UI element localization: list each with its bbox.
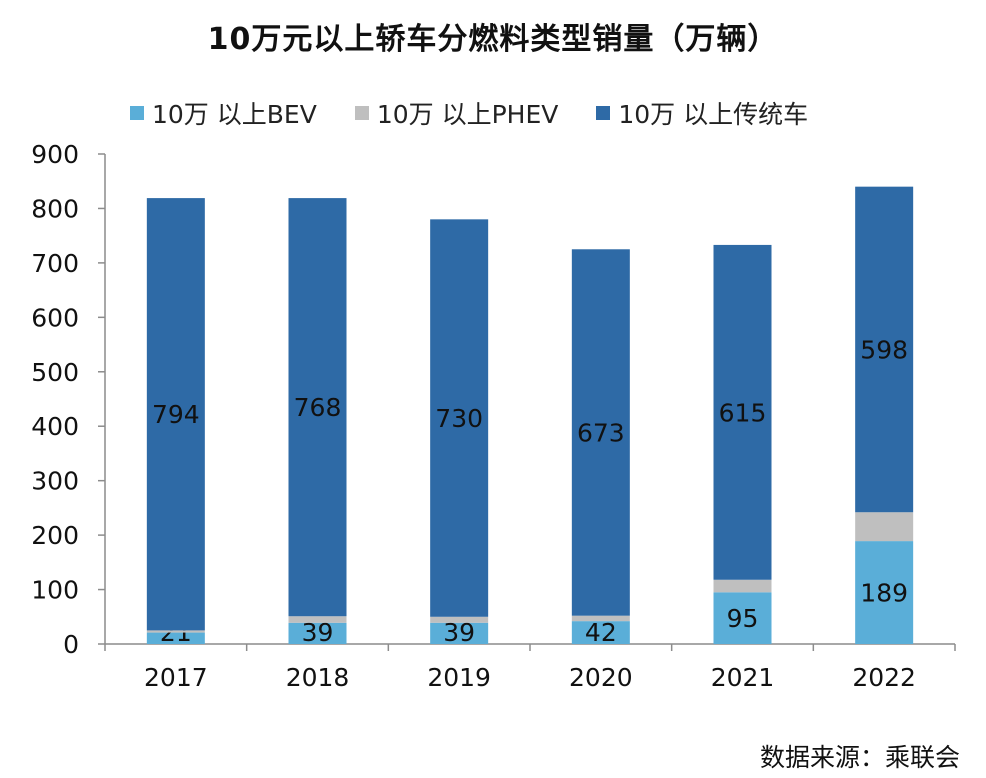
y-tick-label: 800 xyxy=(31,194,79,223)
bar-segment xyxy=(288,616,347,623)
data-label: 598 xyxy=(860,335,908,364)
data-label: 95 xyxy=(727,604,759,633)
x-tick-label: 2018 xyxy=(286,663,350,692)
legend: 10万 以上BEV 10万 以上PHEV 10万 以上传统车 xyxy=(130,95,808,131)
y-tick-label: 100 xyxy=(31,576,79,605)
legend-item-ice: 10万 以上传统车 xyxy=(596,95,808,131)
bar-segment xyxy=(430,622,489,644)
x-tick-label: 2019 xyxy=(427,663,491,692)
y-tick-label: 300 xyxy=(31,467,79,496)
data-label: 768 xyxy=(294,393,342,422)
data-label: 730 xyxy=(435,404,483,433)
bar-segment xyxy=(855,541,914,644)
x-tick-label: 2022 xyxy=(852,663,916,692)
source-note: 数据来源：乘联会 xyxy=(759,743,960,772)
legend-swatch-bev xyxy=(130,106,144,120)
bar-segment xyxy=(571,621,630,644)
bar-segment xyxy=(713,592,772,644)
y-tick-label: 200 xyxy=(31,521,79,550)
legend-swatch-ice xyxy=(596,106,611,120)
legend-swatch-phev xyxy=(354,106,369,120)
y-tick-label: 700 xyxy=(31,249,79,278)
data-label: 39 xyxy=(302,618,334,647)
bar-segment xyxy=(430,219,489,617)
x-tick-label: 2020 xyxy=(569,663,633,692)
data-label: 42 xyxy=(585,618,617,647)
y-tick-label: 400 xyxy=(31,412,79,441)
bar-segment xyxy=(288,198,347,617)
data-label: 189 xyxy=(860,579,908,608)
y-tick-label: 600 xyxy=(31,303,79,332)
bar-segment xyxy=(713,579,772,593)
bar-segment xyxy=(146,630,205,633)
legend-label-ice: 10万 以上传统车 xyxy=(618,100,809,129)
legend-item-bev: 10万 以上BEV xyxy=(130,95,317,131)
bar-segment xyxy=(713,244,772,580)
data-label: 39 xyxy=(443,618,475,647)
chart-title: 10万元以上轿车分燃料类型销量（万辆） xyxy=(207,22,779,57)
bar-segment xyxy=(571,615,630,622)
y-tick-label: 900 xyxy=(31,140,79,169)
legend-label-bev: 10万 以上BEV xyxy=(152,100,317,129)
bar-segment xyxy=(430,616,489,623)
y-tick-label: 0 xyxy=(63,630,79,659)
data-label: 673 xyxy=(577,418,625,447)
legend-label-phev: 10万 以上PHEV xyxy=(376,100,559,129)
x-tick-label: 2021 xyxy=(711,663,775,692)
data-label: 794 xyxy=(152,400,200,429)
data-label: 615 xyxy=(719,398,767,427)
bar-segment xyxy=(288,622,347,644)
bar-segment xyxy=(146,198,205,631)
bar-segment xyxy=(855,512,914,542)
bar-segment xyxy=(146,632,205,644)
x-tick-label: 2017 xyxy=(144,663,208,692)
y-tick-label: 500 xyxy=(31,358,79,387)
bar-segment xyxy=(571,249,630,616)
legend-item-phev: 10万 以上PHEV xyxy=(354,95,559,131)
bar-segment xyxy=(855,186,914,513)
